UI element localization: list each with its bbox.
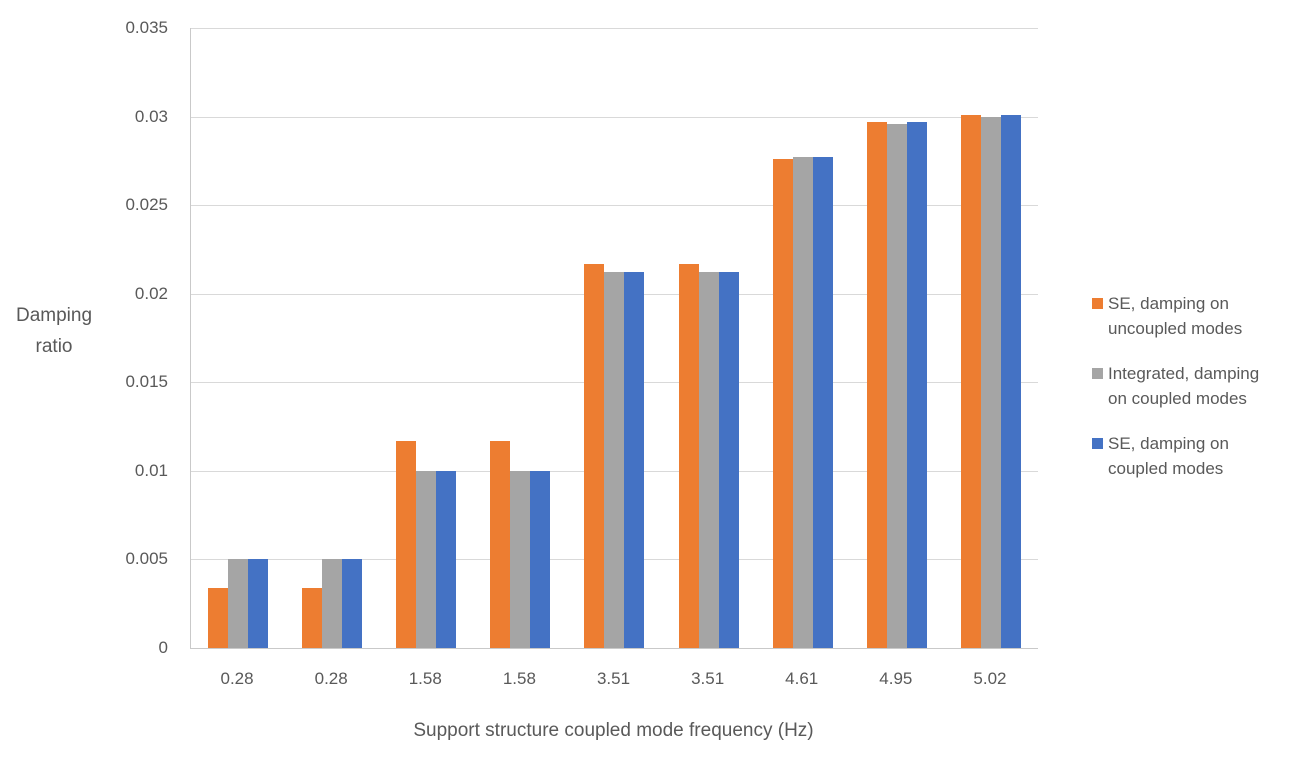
plot-area [190, 28, 1038, 649]
gridline [191, 116, 1038, 118]
bar [436, 470, 457, 648]
bar-group [662, 28, 756, 648]
x-tick-label: 0.28 [314, 669, 348, 688]
bar [1000, 114, 1021, 648]
chart-legend: SE, damping on uncoupled modes Integrated,… [1092, 291, 1292, 481]
legend-item: SE, damping on coupled modes [1092, 431, 1292, 481]
legend-item: SE, damping on uncoupled modes [1092, 291, 1292, 341]
bar-group [850, 28, 944, 648]
bar-group [944, 28, 1038, 648]
y-tick-label: 0.025 [125, 195, 168, 215]
bar-group [567, 28, 661, 648]
y-axis-title: Damping ratio [8, 300, 100, 362]
bar [604, 272, 625, 648]
x-tick-label: 4.61 [785, 669, 819, 688]
legend-item-label: SE, damping on uncoupled modes [1108, 294, 1243, 338]
bar [886, 123, 907, 648]
bar [322, 559, 343, 648]
x-axis-tick-labels: 0.28 0.28 1.58 1.58 3.51 3.51 4.61 4.95 5.02 [190, 668, 1037, 692]
bar [698, 272, 719, 648]
bar [960, 114, 981, 648]
x-tick-label: 5.02 [973, 669, 1007, 688]
y-axis-tick-labels: 0 0.005 0.01 0.015 0.02 0.025 0.03 0.035 [0, 18, 168, 657]
bar [772, 159, 793, 648]
bar [208, 587, 229, 648]
x-tick-label: 3.51 [691, 669, 725, 688]
gridline [191, 205, 1038, 207]
x-tick-label: 0.28 [220, 669, 254, 688]
bar-group [191, 28, 285, 648]
bar [530, 470, 551, 648]
bar [718, 272, 739, 648]
legend-item-label: Integrated, damping on coupled modes [1108, 364, 1260, 408]
x-tick-label: 4.95 [879, 669, 913, 688]
bar [584, 263, 605, 648]
y-tick-label: 0.005 [125, 549, 168, 569]
y-tick-label: 0.01 [134, 460, 168, 480]
legend-swatch [1092, 438, 1103, 449]
bar [342, 559, 363, 648]
bar-group [756, 28, 850, 648]
bar [416, 470, 437, 648]
bar-group [285, 28, 379, 648]
legend-swatch [1092, 368, 1103, 379]
bar [510, 470, 531, 648]
legend-item: Integrated, damping on coupled modes [1092, 361, 1292, 411]
bar-group [379, 28, 473, 648]
x-tick-label: 1.58 [502, 669, 536, 688]
y-axis-title-line1: Damping [15, 305, 93, 326]
bar [866, 121, 887, 648]
y-tick-label: 0.035 [125, 18, 168, 37]
x-tick-label: 1.58 [408, 669, 442, 688]
gridline [191, 28, 1038, 29]
bar-group [473, 28, 567, 648]
bar [906, 121, 927, 648]
legend-swatch [1092, 298, 1103, 309]
y-tick-label: 0.02 [134, 283, 168, 303]
x-tick-label: 3.51 [596, 669, 631, 688]
x-axis-title: Support structure coupled mode frequency… [413, 720, 814, 741]
bar [490, 440, 511, 648]
y-axis-title-line2: ratio [35, 336, 73, 357]
bar [624, 272, 645, 648]
y-tick-label: 0 [158, 638, 168, 657]
legend-item-label: SE, damping on coupled modes [1108, 434, 1229, 478]
bar [228, 559, 249, 648]
bar [812, 157, 833, 648]
bar [678, 263, 699, 648]
bar [792, 157, 813, 648]
bar [248, 559, 269, 648]
y-tick-label: 0.03 [134, 106, 168, 126]
bar [302, 587, 323, 648]
bar [980, 116, 1001, 648]
bar [396, 440, 417, 648]
y-tick-label: 0.015 [125, 372, 168, 392]
